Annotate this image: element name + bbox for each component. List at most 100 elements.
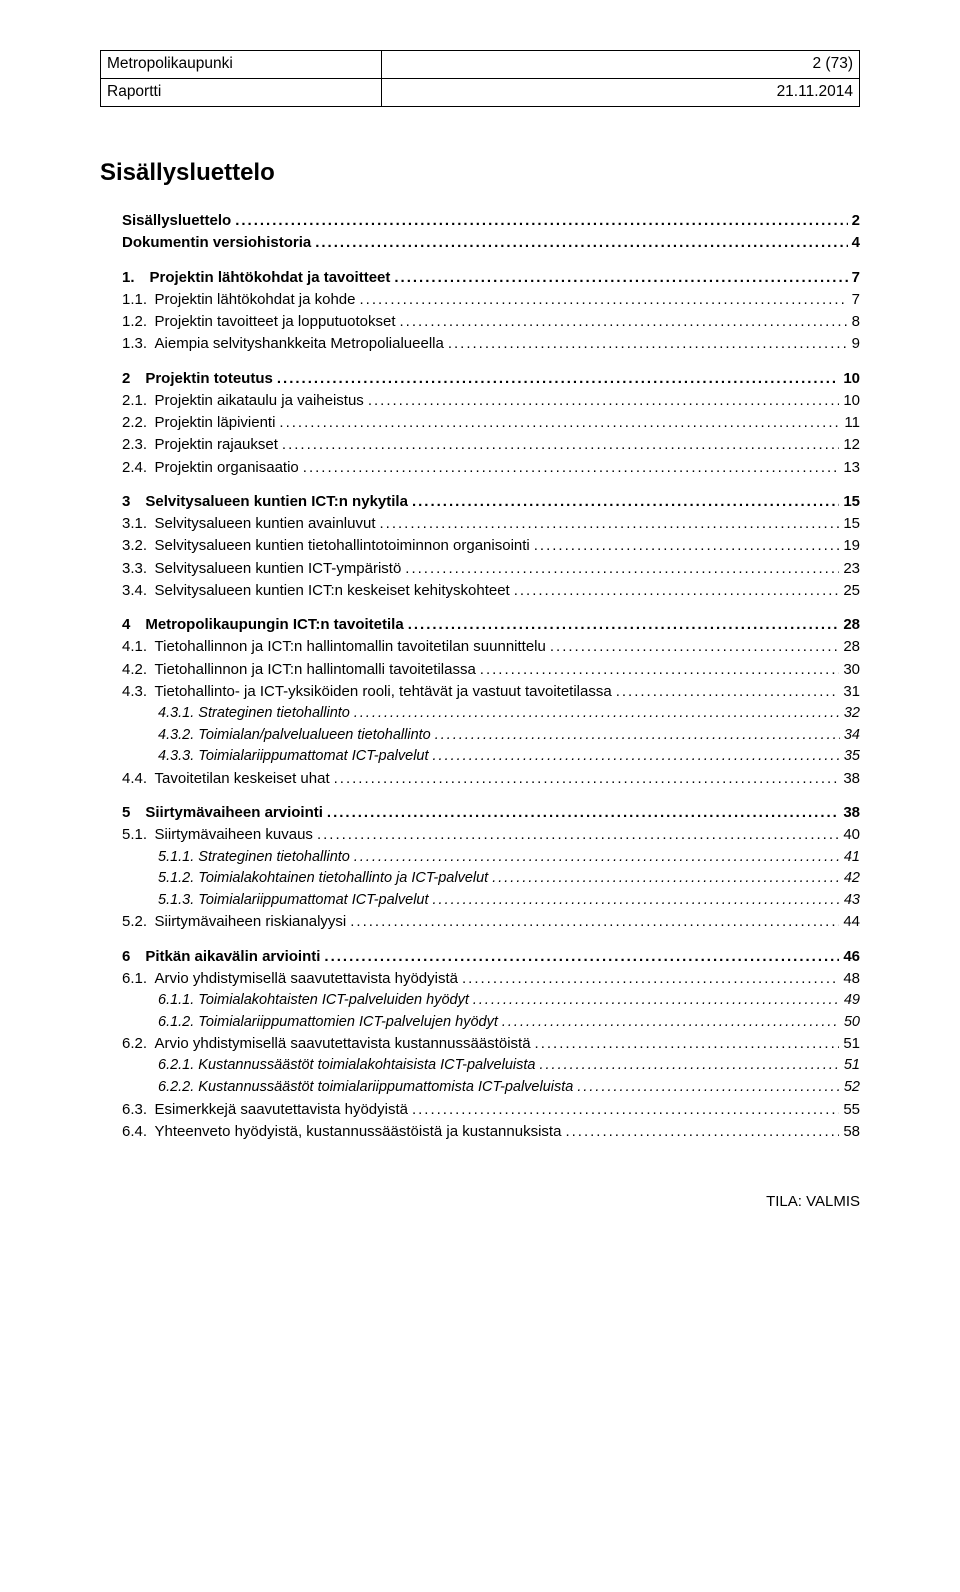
toc-entry: 6.4. Yhteenveto hyödyistä, kustannussääs… <box>122 1122 860 1142</box>
toc-leader-dots <box>368 391 840 411</box>
toc-entry-page: 51 <box>843 1034 860 1054</box>
toc-entry: 4.3. Tietohallinto- ja ICT-yksiköiden ro… <box>122 682 860 702</box>
toc-entry-page: 35 <box>844 747 860 767</box>
toc-leader-dots <box>350 912 839 932</box>
toc-entry: 3.4. Selvitysalueen kuntien ICT:n keskei… <box>122 581 860 601</box>
toc-leader-dots <box>317 825 839 845</box>
toc-entry: 3.2. Selvitysalueen kuntien tietohallint… <box>122 536 860 556</box>
toc-entry-page: 48 <box>843 969 860 989</box>
document-header-table: Metropolikaupunki 2 (73) Raportti 21.11.… <box>100 50 860 107</box>
header-r1c1: Metropolikaupunki <box>101 51 382 79</box>
toc-entry: 6.1.2. Toimialariippumattomien ICT-palve… <box>158 1013 860 1033</box>
toc-entry-label: 3.4. Selvitysalueen kuntien ICT:n keskei… <box>122 581 510 601</box>
toc-entry-label: 2.2. Projektin läpivienti <box>122 413 275 433</box>
toc-entry: 2.1. Projektin aikataulu ja vaiheistus10 <box>122 391 860 411</box>
toc-leader-dots <box>433 747 840 767</box>
toc-entry: 2.2. Projektin läpivienti 11 <box>122 413 860 433</box>
toc-leader-dots <box>360 290 848 310</box>
toc-leader-dots <box>616 682 840 702</box>
toc-entry: 1. Projektin lähtökohdat ja tavoitteet7 <box>122 268 860 288</box>
toc-leader-dots <box>412 1100 839 1120</box>
toc-entry-label: 4.3.3. Toimialariippumattomat ICT-palvel… <box>158 747 429 767</box>
toc-leader-dots <box>279 413 840 433</box>
toc-entry-page: 4 <box>852 233 860 253</box>
toc-leader-dots <box>535 1034 840 1054</box>
toc-leader-dots <box>473 991 840 1011</box>
toc-leader-dots <box>433 891 840 911</box>
toc-entry: 4 Metropolikaupungin ICT:n tavoitetila28 <box>122 615 860 635</box>
toc-leader-dots <box>448 334 848 354</box>
toc-entry: Sisällysluettelo2 <box>122 211 860 231</box>
toc-entry-page: 15 <box>843 514 860 534</box>
toc-entry-page: 32 <box>844 704 860 724</box>
toc-entry-page: 41 <box>844 848 860 868</box>
toc-entry-page: 28 <box>843 637 860 657</box>
toc-entry-label: 6.4. Yhteenveto hyödyistä, kustannussääs… <box>122 1122 561 1142</box>
toc-entry: 5.2. Siirtymävaiheen riskianalyysi44 <box>122 912 860 932</box>
toc-entry-label: 3.2. Selvitysalueen kuntien tietohallint… <box>122 536 530 556</box>
toc-entry-page: 11 <box>844 413 860 433</box>
toc-entry: 5 Siirtymävaiheen arviointi 38 <box>122 803 860 823</box>
toc-entry-page: 30 <box>843 660 860 680</box>
toc-entry-label: 5 Siirtymävaiheen arviointi <box>122 803 323 823</box>
toc-entry-label: 4 Metropolikaupungin ICT:n tavoitetila <box>122 615 404 635</box>
toc-entry: 1.2. Projektin tavoitteet ja lopputuotok… <box>122 312 860 332</box>
toc-entry-page: 38 <box>843 803 860 823</box>
toc-entry-label: 6 Pitkän aikavälin arviointi <box>122 947 320 967</box>
header-r1c2 <box>381 51 662 79</box>
toc-entry-page: 12 <box>843 435 860 455</box>
toc-entry-label: 5.1. Siirtymävaiheen kuvaus <box>122 825 313 845</box>
toc-leader-dots <box>539 1056 839 1076</box>
toc-leader-dots <box>380 514 840 534</box>
toc-entry: 3 Selvitysalueen kuntien ICT:n nykytila1… <box>122 492 860 512</box>
toc-entry-label: 4.1. Tietohallinnon ja ICT:n hallintomal… <box>122 637 546 657</box>
toc-entry-label: 1.2. Projektin tavoitteet ja lopputuotok… <box>122 312 396 332</box>
toc-entry-label: 1. Projektin lähtökohdat ja tavoitteet <box>122 268 390 288</box>
toc-entry: 2 Projektin toteutus 10 <box>122 369 860 389</box>
toc-entry: 3.1. Selvitysalueen kuntien avainluvut15 <box>122 514 860 534</box>
toc-entry-page: 25 <box>843 581 860 601</box>
toc-leader-dots <box>303 458 840 478</box>
toc-entry-page: 42 <box>844 869 860 889</box>
toc-leader-dots <box>400 312 848 332</box>
toc-leader-dots <box>277 369 839 389</box>
toc-entry-page: 10 <box>843 369 860 389</box>
toc-entry-label: 1.1. Projektin lähtökohdat ja kohde <box>122 290 356 310</box>
toc-entry: 6.2.1. Kustannussäästöt toimialakohtaisi… <box>158 1056 860 1076</box>
toc-entry: 2.4. Projektin organisaatio13 <box>122 458 860 478</box>
toc-entry-label: 6.1.2. Toimialariippumattomien ICT-palve… <box>158 1013 498 1033</box>
toc-entry-page: 49 <box>844 991 860 1011</box>
toc-entry-label: 2 Projektin toteutus <box>122 369 273 389</box>
header-r2c3: 21.11.2014 <box>662 78 859 106</box>
toc-entry-page: 15 <box>843 492 860 512</box>
toc-leader-dots <box>405 559 839 579</box>
toc-entry-page: 50 <box>844 1013 860 1033</box>
header-r2c1: Raportti <box>101 78 382 106</box>
toc-leader-dots <box>354 704 840 724</box>
toc-entry-label: 5.1.2. Toimialakohtainen tietohallinto j… <box>158 869 488 889</box>
toc-entry-page: 19 <box>843 536 860 556</box>
toc-entry-page: 31 <box>843 682 860 702</box>
toc-entry-label: 4.4. Tavoitetilan keskeiset uhat <box>122 769 330 789</box>
toc-entry-label: 2.1. Projektin aikataulu ja vaiheistus <box>122 391 364 411</box>
toc-entry: 4.3.2. Toimialan/palvelualueen tietohall… <box>158 726 860 746</box>
toc-leader-dots <box>435 726 840 746</box>
toc-entry-label: 6.2. Arvio yhdistymisellä saavutettavist… <box>122 1034 531 1054</box>
toc-entry-page: 51 <box>844 1056 860 1076</box>
toc-entry-label: 6.2.1. Kustannussäästöt toimialakohtaisi… <box>158 1056 535 1076</box>
toc-leader-dots <box>534 536 840 556</box>
table-of-contents: Sisällysluettelo2Dokumentin versiohistor… <box>100 211 860 1142</box>
toc-entry-page: 7 <box>852 290 860 310</box>
toc-entry: 6.3. Esimerkkejä saavutettavista hyödyis… <box>122 1100 860 1120</box>
toc-entry-page: 44 <box>843 912 860 932</box>
toc-leader-dots <box>502 1013 840 1033</box>
toc-entry: 1.1. Projektin lähtökohdat ja kohde 7 <box>122 290 860 310</box>
toc-entry-page: 40 <box>843 825 860 845</box>
toc-entry-label: 4.3.1. Strateginen tietohallinto <box>158 704 350 724</box>
toc-entry-page: 13 <box>843 458 860 478</box>
toc-entry: 4.3.3. Toimialariippumattomat ICT-palvel… <box>158 747 860 767</box>
toc-entry-page: 9 <box>852 334 860 354</box>
header-r1c3: 2 (73) <box>662 51 859 79</box>
toc-leader-dots <box>408 615 840 635</box>
toc-entry-page: 43 <box>844 891 860 911</box>
